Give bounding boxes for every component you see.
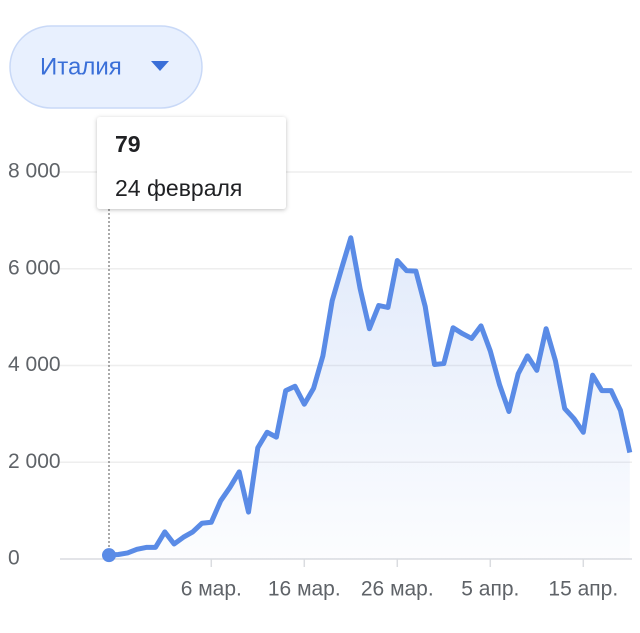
y-tick-label: 4 000 — [8, 353, 61, 376]
y-tick-label: 6 000 — [8, 256, 61, 279]
tooltip: 79 24 февраля — [97, 117, 286, 209]
tooltip-box — [97, 117, 286, 209]
x-tick-label: 16 мар. — [268, 578, 341, 601]
y-tick-label: 0 — [8, 547, 20, 570]
x-tick-label: 6 мар. — [181, 578, 242, 601]
x-tick-label: 15 апр. — [548, 578, 618, 601]
y-tick-label: 8 000 — [8, 160, 61, 183]
x-tick-label: 26 мар. — [361, 578, 434, 601]
y-tick-label: 2 000 — [8, 450, 61, 473]
selector-pill[interactable] — [9, 25, 203, 109]
dropdown-arrow[interactable] — [151, 61, 169, 71]
x-tick-label: 5 апр. — [461, 578, 519, 601]
hover-point — [102, 548, 116, 563]
line — [108, 235, 633, 558]
tooltip-value: 79 — [115, 131, 141, 157]
tooltip-date: 24 февраля — [115, 175, 242, 201]
selector-label[interactable]: Италия — [40, 53, 122, 80]
plot: 0 2 000 4 000 6 000 8 000 6 мар. 16 мар. 26 мар… — [8, 117, 633, 601]
country-selector[interactable]: Италия — [9, 25, 203, 109]
area — [109, 237, 630, 560]
